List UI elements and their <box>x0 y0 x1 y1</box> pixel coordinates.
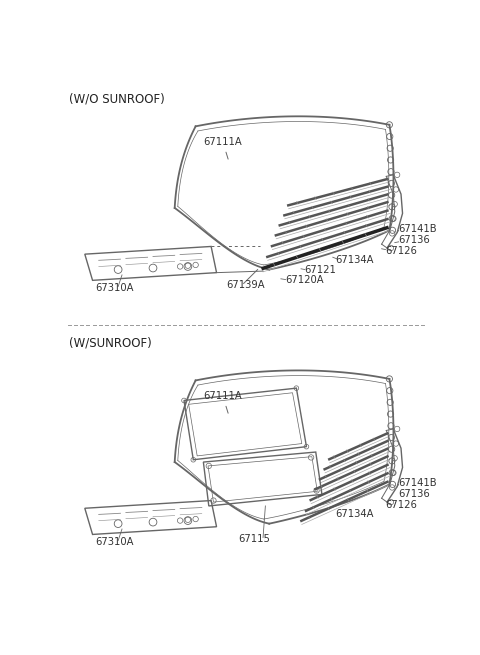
Text: 67111A: 67111A <box>204 137 242 159</box>
Text: 67136: 67136 <box>399 489 431 499</box>
Text: 67139A: 67139A <box>227 280 265 290</box>
Text: 67136: 67136 <box>399 235 431 246</box>
Text: 67126: 67126 <box>385 246 418 256</box>
Text: 67141B: 67141B <box>399 478 437 488</box>
Text: 67126: 67126 <box>385 500 418 510</box>
Text: (W/O SUNROOF): (W/O SUNROOF) <box>69 92 165 105</box>
Text: 67310A: 67310A <box>95 537 133 547</box>
Text: 67111A: 67111A <box>204 391 242 413</box>
Text: 67310A: 67310A <box>95 283 133 293</box>
Text: 67121: 67121 <box>304 265 336 275</box>
Text: 67134A: 67134A <box>335 255 373 265</box>
Text: 67115: 67115 <box>238 534 270 544</box>
Text: 67120A: 67120A <box>285 275 324 286</box>
Text: (W/SUNROOF): (W/SUNROOF) <box>69 337 152 350</box>
Text: 67134A: 67134A <box>335 510 373 519</box>
Text: 67141B: 67141B <box>399 224 437 234</box>
